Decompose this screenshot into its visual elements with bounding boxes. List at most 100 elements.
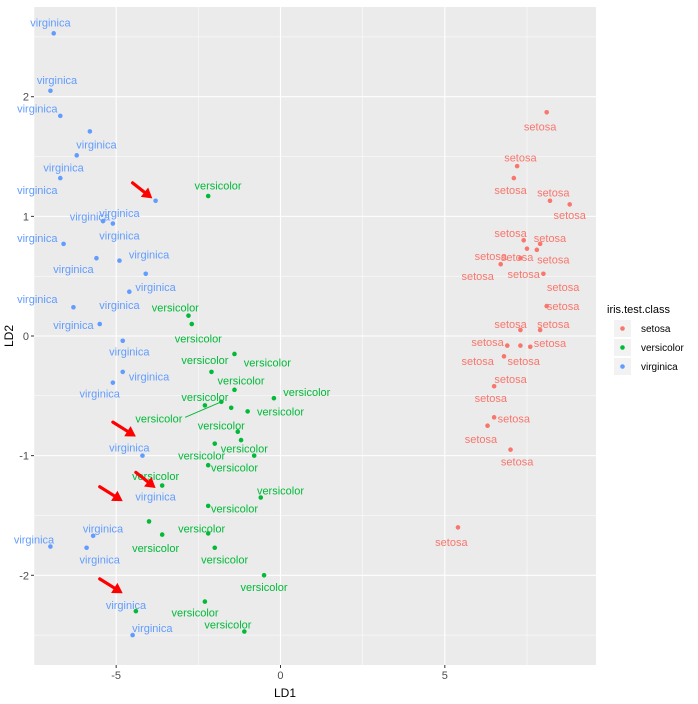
versicolor-label: versicolor bbox=[172, 607, 219, 619]
virginica-label: virginica bbox=[132, 623, 173, 635]
virginica-point bbox=[127, 289, 132, 295]
virginica-label: virginica bbox=[43, 162, 84, 174]
virginica-point bbox=[97, 321, 103, 327]
annotation-arrow-shaft bbox=[130, 181, 147, 194]
legend-key-setosa bbox=[620, 326, 625, 331]
versicolor-point bbox=[186, 313, 191, 318]
versicolor-label: versicolor bbox=[244, 357, 291, 369]
setosa-point bbox=[537, 327, 543, 333]
virginica-point bbox=[48, 544, 53, 549]
setosa-label: setosa bbox=[461, 271, 494, 283]
virginica-point bbox=[120, 338, 126, 344]
setosa-label: setosa bbox=[498, 414, 531, 426]
versicolor-label: versicolor bbox=[132, 543, 179, 555]
versicolor-point bbox=[159, 483, 165, 488]
setosa-point bbox=[541, 271, 546, 277]
setosa-label: setosa bbox=[501, 252, 534, 264]
setosa-point bbox=[534, 247, 540, 253]
virginica-point bbox=[117, 258, 122, 263]
annotation-arrow-head bbox=[140, 187, 153, 199]
virginica-label: virginica bbox=[17, 104, 58, 116]
versicolor-point bbox=[238, 437, 244, 443]
versicolor-point bbox=[159, 532, 165, 537]
versicolor-point bbox=[202, 403, 208, 408]
annotation-arrows bbox=[98, 181, 156, 594]
setosa-point bbox=[485, 423, 490, 429]
virginica-point bbox=[143, 271, 149, 277]
setosa-point bbox=[514, 163, 520, 169]
virginica-point bbox=[57, 113, 63, 119]
virginica-point bbox=[130, 632, 135, 638]
annotation-arrow-head bbox=[111, 582, 123, 594]
versicolor-label: versicolor bbox=[211, 463, 258, 475]
legend: iris.test.class setosa versicolor virginic… bbox=[607, 304, 684, 375]
annotation-arrow-shaft bbox=[98, 485, 116, 498]
annotation-arrow-shaft bbox=[111, 420, 129, 433]
virginica-label: virginica bbox=[80, 555, 121, 567]
versicolor-point bbox=[232, 387, 237, 393]
versicolor-label: versicolor bbox=[181, 355, 228, 367]
virginica-point bbox=[61, 241, 66, 247]
versicolor-label: versicolor bbox=[178, 524, 225, 536]
versicolor-point bbox=[205, 193, 211, 199]
virginica-label: virginica bbox=[83, 524, 124, 536]
setosa-label: setosa bbox=[534, 233, 567, 245]
versicolor-point bbox=[235, 429, 241, 435]
x-tick-label: -5 bbox=[111, 670, 121, 682]
y-tick-label: 1 bbox=[23, 211, 29, 223]
versicolor-point bbox=[271, 395, 277, 401]
label-connector bbox=[184, 401, 222, 418]
virginica-point bbox=[48, 88, 53, 94]
setosa-label: setosa bbox=[435, 537, 468, 549]
annotation-arrow-shaft bbox=[134, 470, 150, 484]
setosa-label: setosa bbox=[534, 338, 567, 350]
setosa-label: setosa bbox=[504, 153, 537, 165]
versicolor-point bbox=[258, 495, 264, 500]
y-axis-title: LD2 bbox=[2, 325, 16, 347]
virginica-label: virginica bbox=[99, 208, 140, 220]
y-tick-label: 0 bbox=[23, 331, 29, 343]
setosa-label: setosa bbox=[494, 319, 527, 331]
setosa-label: setosa bbox=[461, 356, 494, 368]
legend-label-virginica: virginica bbox=[641, 362, 678, 373]
setosa-label: setosa bbox=[501, 457, 534, 469]
setosa-label: setosa bbox=[547, 301, 580, 313]
setosa-point bbox=[498, 261, 503, 267]
setosa-label: setosa bbox=[494, 374, 527, 386]
versicolor-label: versicolor bbox=[218, 375, 265, 387]
virginica-label: virginica bbox=[14, 534, 55, 546]
virginica-point bbox=[94, 255, 99, 261]
virginica-label: virginica bbox=[109, 442, 150, 454]
virginica-point bbox=[140, 453, 145, 458]
versicolor-label: versicolor bbox=[181, 392, 228, 404]
versicolor-label: versicolor bbox=[241, 582, 288, 594]
setosa-label: setosa bbox=[471, 337, 504, 349]
versicolor-point bbox=[205, 462, 211, 468]
legend-key-versicolor bbox=[620, 345, 625, 350]
versicolor-point bbox=[242, 629, 247, 634]
versicolor-label: versicolor bbox=[175, 333, 222, 345]
versicolor-point bbox=[202, 599, 208, 604]
versicolor-point bbox=[146, 519, 152, 524]
setosa-point bbox=[518, 343, 523, 348]
virginica-label: virginica bbox=[135, 491, 176, 503]
y-tick-label: -2 bbox=[19, 570, 29, 582]
setosa-point bbox=[455, 525, 461, 530]
virginica-point bbox=[71, 304, 76, 310]
annotation-arrow-shaft bbox=[98, 577, 116, 590]
setosa-point bbox=[544, 109, 550, 115]
versicolor-label: versicolor bbox=[201, 555, 248, 567]
legend-title: iris.test.class bbox=[607, 304, 670, 316]
versicolor-point bbox=[205, 503, 211, 509]
versicolor-point bbox=[261, 572, 267, 578]
setosa-point bbox=[524, 246, 530, 251]
setosa-label: setosa bbox=[537, 319, 570, 331]
annotation-arrow-head bbox=[144, 477, 156, 488]
virginica-label: virginica bbox=[99, 231, 140, 243]
setosa-point bbox=[518, 327, 523, 333]
virginica-label: virginica bbox=[37, 75, 78, 87]
grid-lines bbox=[33, 7, 596, 665]
versicolor-label: versicolor bbox=[178, 451, 225, 463]
